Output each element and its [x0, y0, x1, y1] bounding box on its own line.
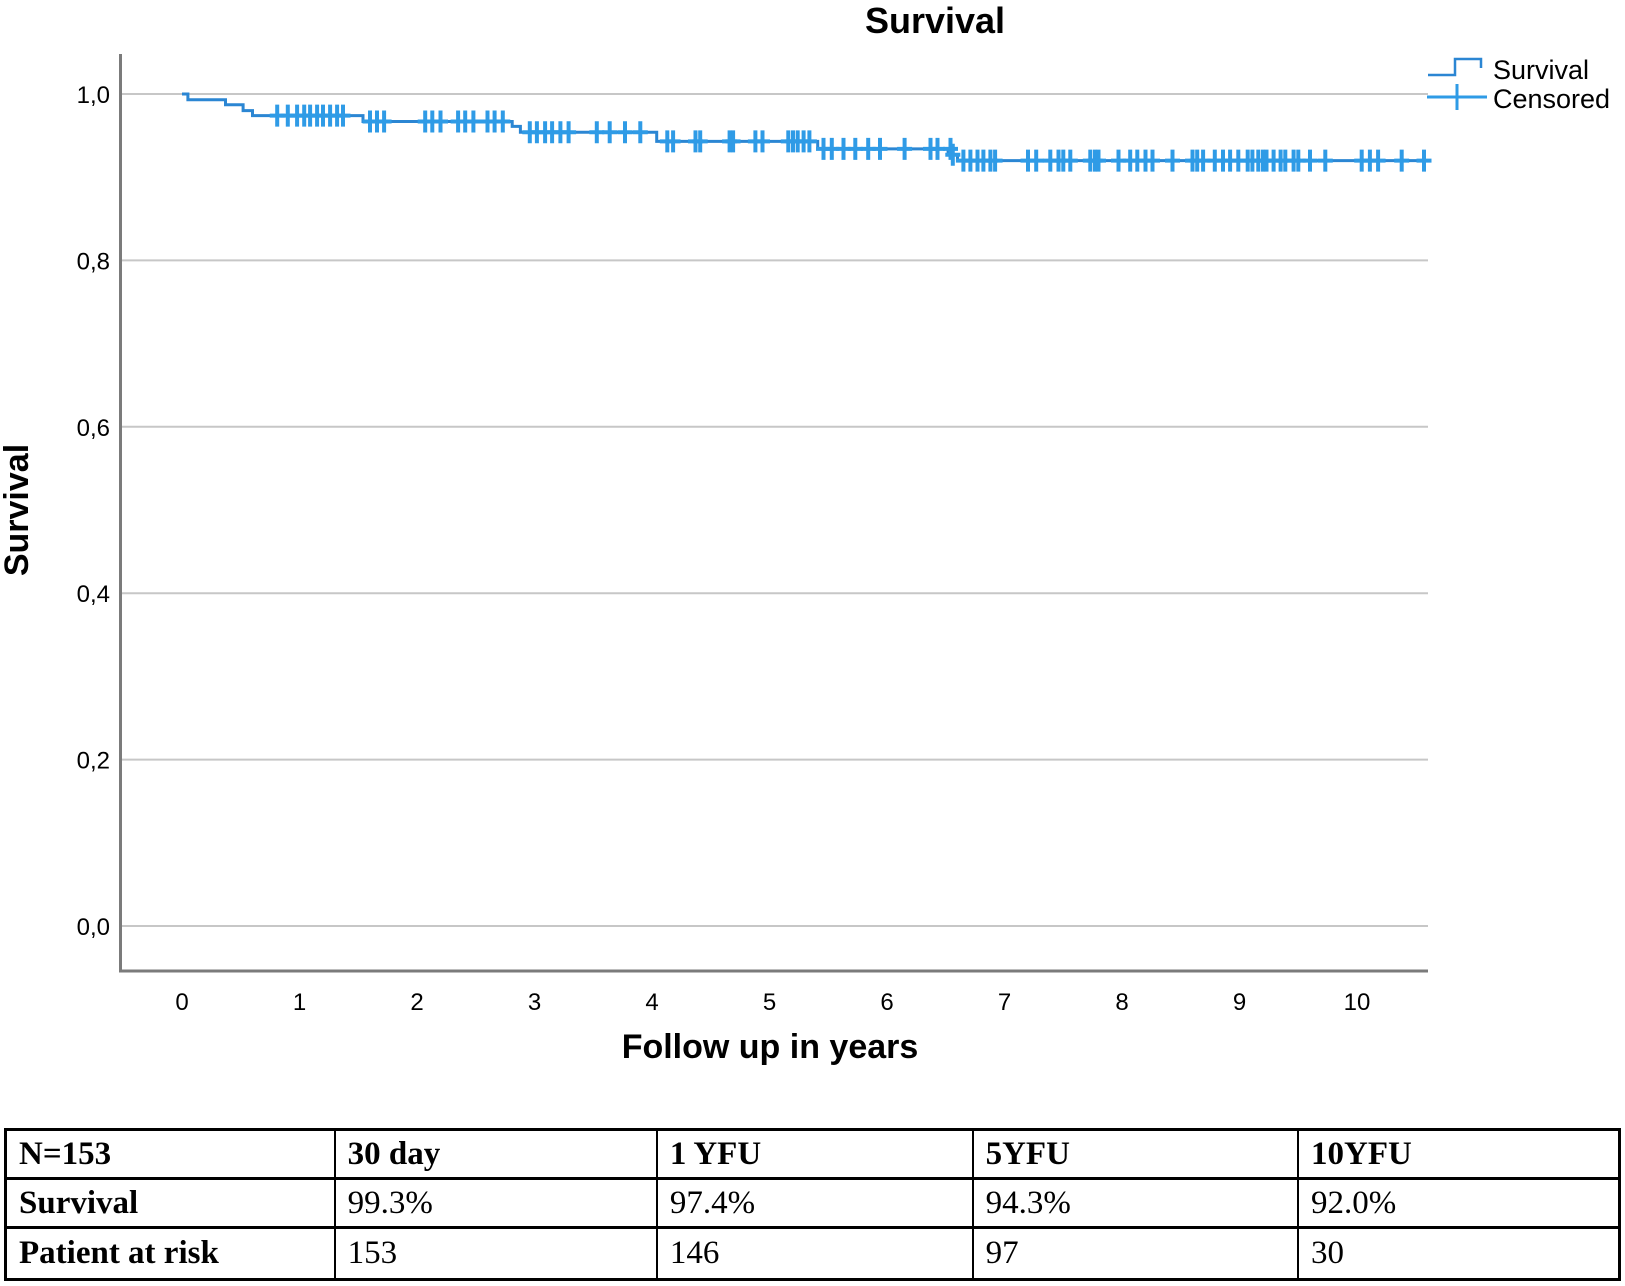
censored-mark: [602, 121, 618, 144]
y-tick-label: 0,6: [77, 415, 110, 442]
censored-mark: [897, 137, 913, 160]
legend-label-censored: Censored: [1493, 84, 1610, 114]
y-tick-label: 1,0: [77, 82, 110, 109]
censored-mark: [1317, 149, 1333, 172]
censored-mark: [1370, 149, 1386, 172]
table-cell-n-total: N=153: [7, 1131, 336, 1180]
censored-mark: [465, 110, 481, 133]
table-header-10yfu: 10YFU: [1299, 1131, 1618, 1180]
y-axis-tick-labels: 0,0 0,2 0,4 0,6 0,8 1,0: [77, 82, 110, 941]
chart-title: Survival: [865, 0, 1005, 41]
legend: Survival Censored: [1427, 55, 1610, 114]
censored-mark: [801, 130, 817, 153]
y-tick-label: 0,4: [77, 581, 110, 608]
censored-mark: [1091, 149, 1106, 172]
censored-mark: [725, 130, 741, 153]
censored-mark: [632, 121, 648, 144]
legend-label-survival: Survival: [1493, 55, 1589, 85]
censored-mark: [930, 137, 945, 160]
censored-mark: [847, 137, 863, 160]
survival-value-1yfu: 97.4%: [657, 1180, 974, 1229]
y-tick-label: 0,2: [77, 748, 110, 775]
kaplan-meier-chart: 0,0 0,2 0,4 0,6 0,8 1,0 0 1 2 3 4 5 6 7 8 9 10 Survival…: [0, 0, 1610, 1066]
table-header-5yfu: 5YFU: [973, 1131, 1299, 1180]
x-tick-label: 8: [1115, 989, 1128, 1016]
censored-mark: [335, 104, 351, 127]
censored-mark: [665, 130, 681, 153]
censored-mark: [1302, 149, 1318, 172]
x-tick-label: 5: [763, 989, 776, 1016]
x-tick-label: 10: [1344, 989, 1371, 1016]
censored-mark: [1165, 149, 1180, 172]
x-axis-tick-labels: 0 1 2 3 4 5 6 7 8 9 10: [175, 989, 1370, 1016]
censored-mark: [872, 137, 888, 160]
survival-step-line-icon: [1428, 57, 1483, 77]
survival-value-5yfu: 94.3%: [973, 1180, 1299, 1229]
censored-mark: [1394, 149, 1410, 172]
censored-mark: [589, 121, 605, 144]
table-header-30day: 30 day: [335, 1131, 658, 1180]
at-risk-value-5yfu: 97: [974, 1229, 1299, 1278]
axes: [119, 54, 1428, 973]
x-tick-label: 1: [293, 989, 306, 1016]
censored-mark: [1416, 149, 1432, 172]
table-row-label-patients-at-risk: Patient at risk: [7, 1229, 336, 1278]
y-tick-label: 0,0: [77, 914, 110, 941]
x-tick-label: 7: [998, 989, 1011, 1016]
x-tick-label: 9: [1233, 989, 1246, 1016]
survival-summary-table: N=153 30 day 1 YFU 5YFU 10YFU Survival 9…: [4, 1128, 1621, 1281]
x-tick-label: 0: [175, 989, 188, 1016]
censored-plus-icon: [1427, 84, 1487, 110]
survival-value-10yfu: 92.0%: [1299, 1180, 1618, 1229]
x-tick-label: 6: [880, 989, 893, 1016]
table-row-label-survival: Survival: [7, 1180, 336, 1229]
at-risk-value-10yfu: 30: [1311, 1235, 1344, 1271]
censored-mark: [692, 130, 708, 153]
censored-mark: [1062, 149, 1078, 172]
y-axis-title: Survival: [0, 444, 36, 576]
censored-mark: [945, 143, 961, 166]
censored-mark: [1028, 149, 1044, 172]
censored-mark: [433, 110, 448, 133]
at-risk-value-1yfu: 146: [658, 1229, 974, 1278]
survival-value-30day: 99.3%: [335, 1180, 658, 1229]
censored-marks: [269, 104, 1432, 172]
censored-mark: [376, 110, 392, 133]
axis-lines: [119, 54, 1428, 973]
y-tick-label: 0,8: [77, 248, 110, 275]
gridlines: [122, 93, 1428, 927]
censored-mark: [1145, 149, 1160, 172]
censored-mark: [755, 130, 770, 153]
censored-mark: [495, 110, 511, 133]
censored-mark: [617, 121, 633, 144]
x-tick-label: 2: [410, 989, 423, 1016]
x-tick-label: 4: [645, 989, 658, 1016]
x-tick-label: 3: [528, 989, 541, 1016]
censored-mark: [561, 121, 577, 144]
x-axis-title: Follow up in years: [622, 1028, 919, 1066]
table-header-1yfu: 1 YFU: [657, 1131, 974, 1180]
at-risk-value-30day: 153: [336, 1229, 658, 1278]
censored-mark: [987, 149, 1003, 172]
